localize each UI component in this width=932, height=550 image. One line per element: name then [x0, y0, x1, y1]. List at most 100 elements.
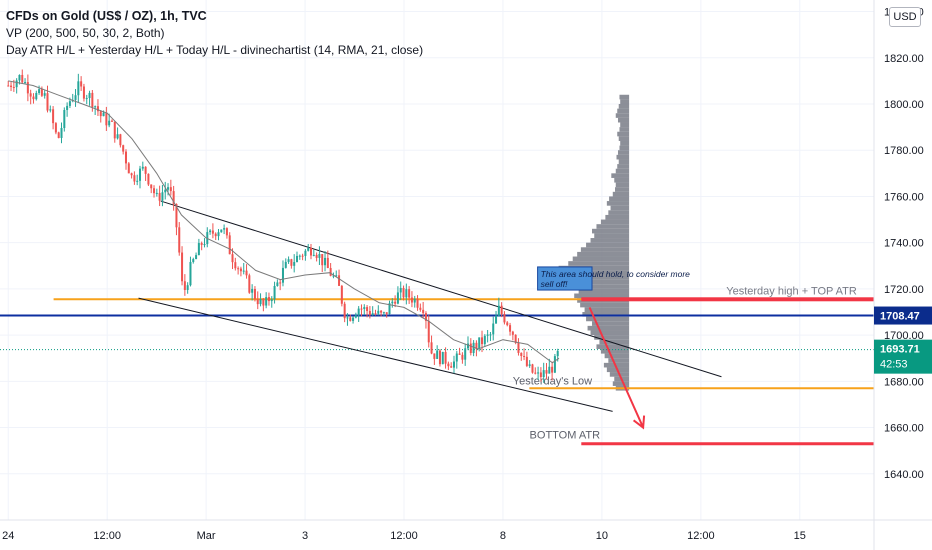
- candle-body: [399, 287, 402, 293]
- time-tick-label: 8: [500, 530, 506, 542]
- candle-body: [273, 285, 276, 300]
- volume-profile-bar: [619, 94, 630, 100]
- candle-body: [396, 292, 399, 304]
- indicator-atr-label[interactable]: Day ATR H/L + Yesterday H/L + Today H/L …: [6, 43, 424, 57]
- channel-lower-line: [138, 297, 613, 412]
- candle-body: [138, 168, 142, 181]
- symbol-title[interactable]: CFDs on Gold (US$ / OZ), 1h, TVC: [6, 9, 207, 23]
- candle-body: [96, 106, 99, 112]
- volume-profile-bar: [587, 325, 630, 331]
- candle-body: [495, 315, 498, 324]
- volume-profile-bar: [610, 205, 630, 211]
- candle-body: [413, 298, 416, 303]
- time-axis[interactable]: 24 12:00 Mar 3 12:00 8 10 12:00 15: [0, 519, 932, 542]
- candle-body: [315, 254, 318, 258]
- candle-body: [242, 270, 245, 272]
- candle-body: [46, 93, 49, 111]
- candle-body: [374, 313, 377, 315]
- candle-body: [197, 243, 200, 256]
- sell-arrow-line: [588, 306, 645, 428]
- price-tick-label: 1640.00: [884, 469, 924, 481]
- candle-body: [21, 74, 24, 83]
- candle-body: [169, 187, 172, 192]
- annotation-text: sell off!: [541, 279, 569, 289]
- volume-profile-bar: [577, 251, 630, 257]
- candle-body: [318, 254, 321, 258]
- candle-body: [394, 301, 397, 304]
- candle-body: [324, 257, 327, 266]
- candle-body: [181, 252, 184, 282]
- volume-profile-bar: [608, 210, 630, 215]
- volume-profile-bar: [584, 307, 630, 312]
- candle-body: [444, 351, 447, 364]
- volume-profile-bar: [612, 381, 630, 386]
- candle-body: [321, 254, 324, 266]
- candle-body: [223, 228, 226, 230]
- descending-channel[interactable]: [138, 200, 722, 412]
- candle-body: [102, 112, 105, 117]
- volume-profile-bar: [614, 177, 630, 183]
- level-price-text: 1708.47: [880, 311, 920, 323]
- candle-body: [509, 325, 512, 332]
- sell-arrow-head: [632, 415, 646, 430]
- volume-profile-bar: [615, 187, 630, 192]
- candle-body: [340, 285, 343, 304]
- candle-body: [551, 366, 554, 373]
- candle-body: [290, 259, 293, 266]
- volume-profile-bar: [600, 348, 630, 354]
- candle-body: [228, 235, 231, 255]
- candle-body: [380, 310, 383, 313]
- candle-body: [441, 351, 444, 365]
- candle-body: [304, 250, 307, 256]
- candle-body: [436, 350, 439, 359]
- chart-annotations[interactable]: This area should hold, to consider mores…: [537, 266, 691, 430]
- candle-body: [326, 257, 329, 269]
- volume-profile-bar: [582, 312, 630, 317]
- volume-profile-bar: [620, 99, 630, 104]
- candle-body: [542, 370, 545, 378]
- today-high-band: [581, 297, 874, 302]
- volume-profile-bar: [594, 335, 630, 340]
- price-axis[interactable]: 1640.00 1660.00 1680.00 1700.00 1720.00 1740.…: [873, 0, 932, 550]
- candle-body: [276, 282, 279, 286]
- last-price-text: 1693.71: [880, 344, 920, 356]
- candle-body: [150, 184, 153, 189]
- candle-body: [91, 92, 94, 107]
- candle-body: [54, 123, 57, 133]
- candle-body: [192, 259, 195, 262]
- yesterday-high-label: Yesterday high + TOP ATR: [726, 285, 857, 297]
- candle-body: [153, 188, 156, 194]
- time-tick-label: 10: [596, 530, 608, 542]
- candle-body: [40, 89, 43, 96]
- candle-body: [35, 92, 38, 100]
- candle-body: [85, 98, 88, 100]
- volume-profile-bar: [604, 353, 630, 359]
- candle-body: [352, 317, 355, 321]
- candle-body: [253, 288, 256, 299]
- candle-body: [346, 317, 349, 319]
- candle-body: [195, 255, 198, 260]
- candle-body: [514, 334, 517, 343]
- candle-body: [511, 331, 514, 335]
- currency-badge[interactable]: USD: [889, 7, 921, 27]
- yesterday-low-label: Yesterday's Low: [513, 375, 592, 387]
- horizontal-levels: Yesterday high + TOP ATR Yesterday's Low B…: [0, 285, 874, 446]
- candle-body: [209, 230, 212, 233]
- candle-body: [119, 134, 122, 146]
- volume-profile-bar: [586, 316, 630, 322]
- candle-body: [256, 298, 259, 305]
- candle-body: [416, 298, 419, 308]
- candle-body: [545, 370, 548, 374]
- time-tick-label: 12:00: [93, 530, 121, 542]
- volume-profile-bar: [580, 302, 630, 308]
- candle-body: [74, 95, 77, 100]
- candle-body: [116, 134, 119, 139]
- volume-profile-bar: [596, 224, 630, 229]
- volume-profile-bar: [617, 131, 630, 137]
- candle-body: [349, 317, 352, 321]
- volume-profile-bar: [578, 288, 630, 294]
- candle-body: [127, 163, 130, 174]
- indicator-vp-label[interactable]: VP (200, 500, 50, 30, 2, Both): [6, 26, 165, 40]
- candle-body: [438, 350, 441, 365]
